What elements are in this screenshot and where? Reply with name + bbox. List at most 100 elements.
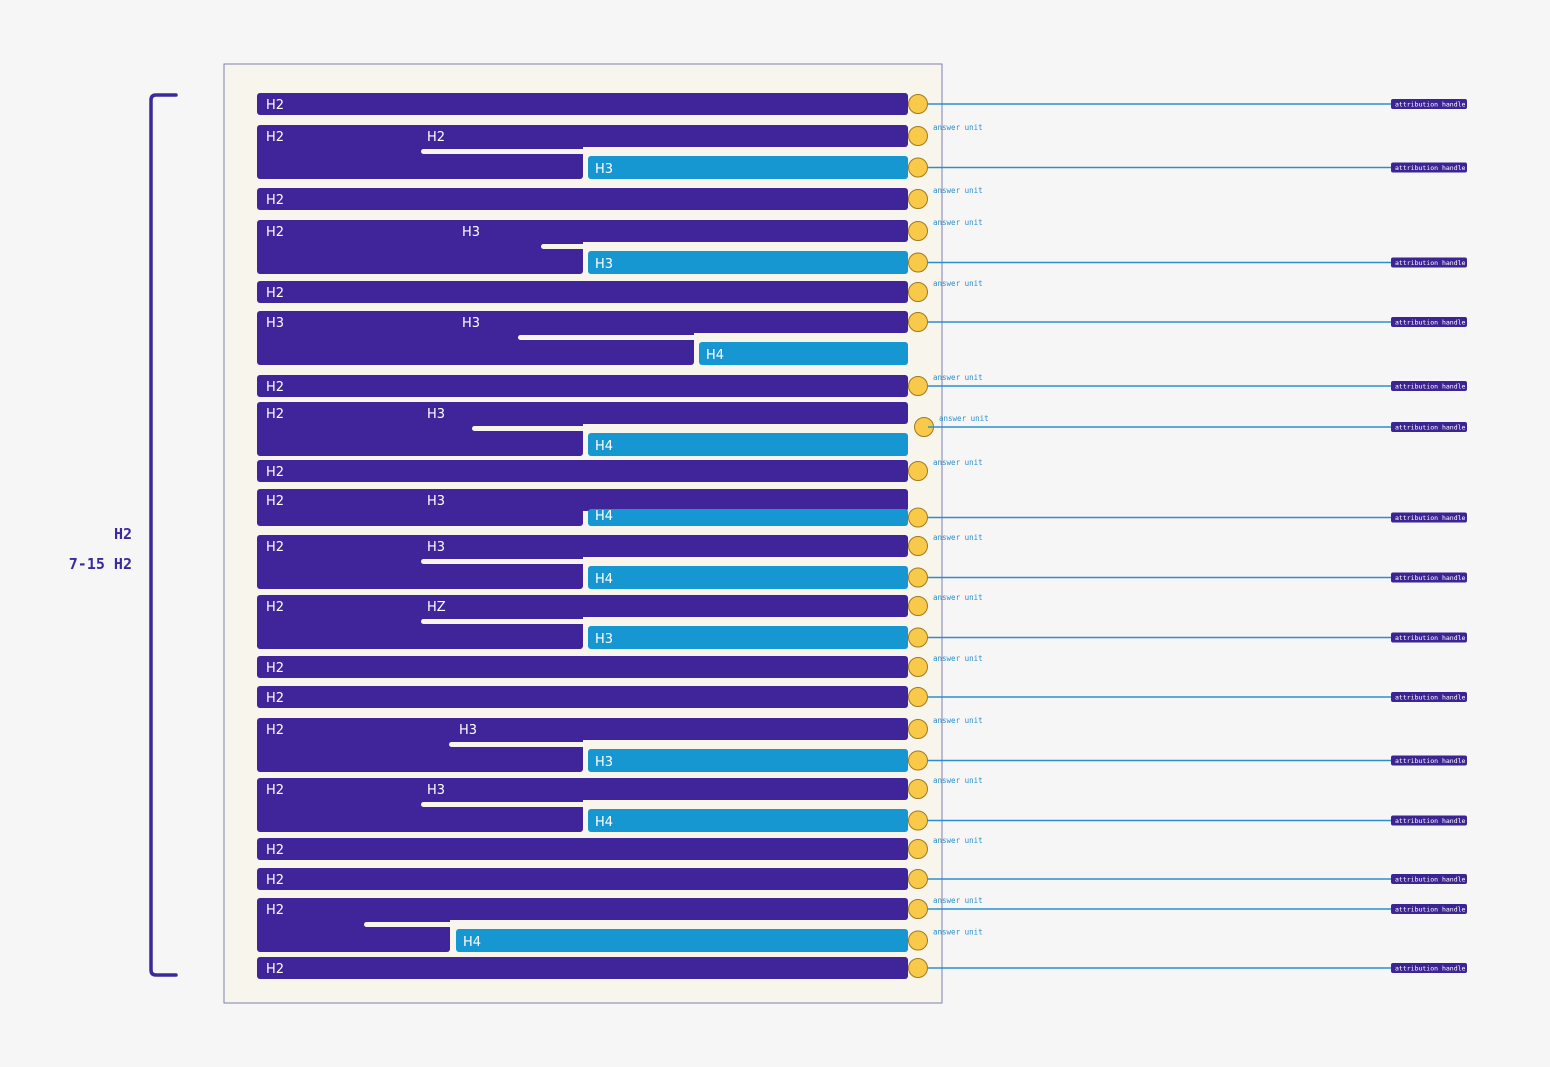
sub-bar [588, 251, 908, 274]
answer-unit-label: answer unit [933, 836, 983, 845]
mid-label: H2 [427, 130, 445, 145]
node-marker [908, 687, 928, 707]
node-marker [908, 157, 928, 178]
h2-bar [257, 188, 908, 210]
bar-label: H3 [266, 316, 284, 331]
attribution-handle-label: attribution handle [1395, 101, 1466, 109]
bracket-shape [149, 93, 178, 977]
attribution-handle-label: attribution handle [1395, 164, 1466, 172]
attribution-handle-label: attribution handle [1395, 817, 1466, 825]
sub-bar [699, 342, 908, 365]
answer-unit-label: answer unit [933, 458, 983, 467]
node-marker [908, 461, 928, 481]
sub-bar-label: H4 [595, 439, 613, 454]
answer-unit-label: answer unit [939, 414, 989, 423]
attribution-handle [1391, 632, 1467, 643]
node-marker [908, 958, 928, 978]
sub-bar-label: H3 [595, 755, 613, 770]
mid-label: H3 [427, 783, 445, 798]
attribution-handle [1391, 815, 1467, 826]
answer-unit-label: answer unit [933, 776, 983, 785]
attribution-handle [1391, 904, 1467, 914]
answer-unit-label: answer unit [933, 373, 983, 382]
mid-label: H3 [427, 407, 445, 422]
bar-label: H2 [266, 873, 284, 888]
node-marker [908, 779, 928, 799]
h2-block [257, 412, 583, 456]
side-label-bottom: 7-15 H2 [69, 555, 132, 573]
node-marker [908, 657, 928, 677]
mid-label: HZ [427, 600, 446, 615]
node-marker [908, 221, 928, 241]
bar-label: H2 [266, 691, 284, 706]
bar-label: H2 [266, 723, 284, 738]
node-marker [908, 376, 928, 396]
sub-bar-label: H3 [595, 632, 613, 647]
answer-unit-label: answer unit [933, 716, 983, 725]
sub-bar-label: H4 [595, 815, 613, 830]
h2-block [257, 788, 583, 832]
node-marker [908, 189, 928, 209]
node-marker [908, 507, 928, 528]
answer-unit-label: answer unit [933, 218, 983, 227]
bar-label: H2 [266, 962, 284, 977]
node-marker [908, 750, 928, 771]
bar-label: H2 [266, 494, 284, 509]
h2-bar [257, 957, 908, 979]
answer-unit-label: answer unit [933, 123, 983, 132]
sub-bar-label: H4 [706, 348, 724, 363]
sub-bar-label: H3 [595, 162, 613, 177]
node-marker [908, 596, 928, 616]
node-marker [908, 899, 928, 919]
sub-bar [456, 929, 908, 952]
attribution-handle-label: attribution handle [1395, 965, 1466, 973]
node-marker [908, 567, 928, 588]
separator-line [421, 559, 908, 564]
answer-unit-label: answer unit [933, 928, 983, 937]
h2-block [257, 321, 694, 365]
h2-block [257, 499, 583, 526]
attribution-handle [1391, 874, 1467, 884]
h2-block [257, 545, 583, 589]
bar-label: H2 [266, 407, 284, 422]
mid-label: H3 [462, 316, 480, 331]
answer-unit-label: answer unit [933, 533, 983, 542]
bar-label: H2 [266, 843, 284, 858]
answer-unit-label: answer unit [933, 279, 983, 288]
node-marker [908, 536, 928, 556]
attribution-handle [1391, 381, 1467, 391]
node-marker [908, 94, 928, 114]
sub-bar-label: H4 [595, 572, 613, 587]
attribution-handle [1391, 317, 1467, 327]
attribution-handle [1391, 692, 1467, 702]
attribution-handle [1391, 99, 1467, 109]
answer-unit-label: answer unit [933, 593, 983, 602]
attribution-handle-label: attribution handle [1395, 319, 1466, 327]
h2-bar [257, 656, 908, 678]
attribution-handle-label: attribution handle [1395, 424, 1466, 432]
node-marker [908, 252, 928, 273]
mid-label: H3 [459, 723, 477, 738]
node-marker [908, 810, 928, 831]
sub-bar-label: H4 [595, 509, 613, 524]
bar-label: H2 [266, 98, 284, 113]
sub-bar [588, 566, 908, 589]
node-marker [908, 869, 928, 889]
answer-unit-label: answer unit [933, 654, 983, 663]
separator-line [421, 149, 908, 154]
bar-label: H2 [266, 661, 284, 676]
side-label-top: H2 [114, 525, 132, 543]
bar-label: H2 [266, 130, 284, 145]
attribution-handle-label: attribution handle [1395, 694, 1466, 702]
h2-block [257, 728, 583, 772]
sub-bar [588, 433, 908, 456]
bar-label: H2 [266, 540, 284, 555]
h2-block [257, 908, 450, 952]
node-marker [908, 930, 928, 951]
node-marker [908, 312, 928, 332]
separator-line [421, 802, 908, 807]
sub-bar-label: H3 [595, 257, 613, 272]
attribution-handle-label: attribution handle [1395, 514, 1466, 522]
separator-line [472, 426, 908, 431]
